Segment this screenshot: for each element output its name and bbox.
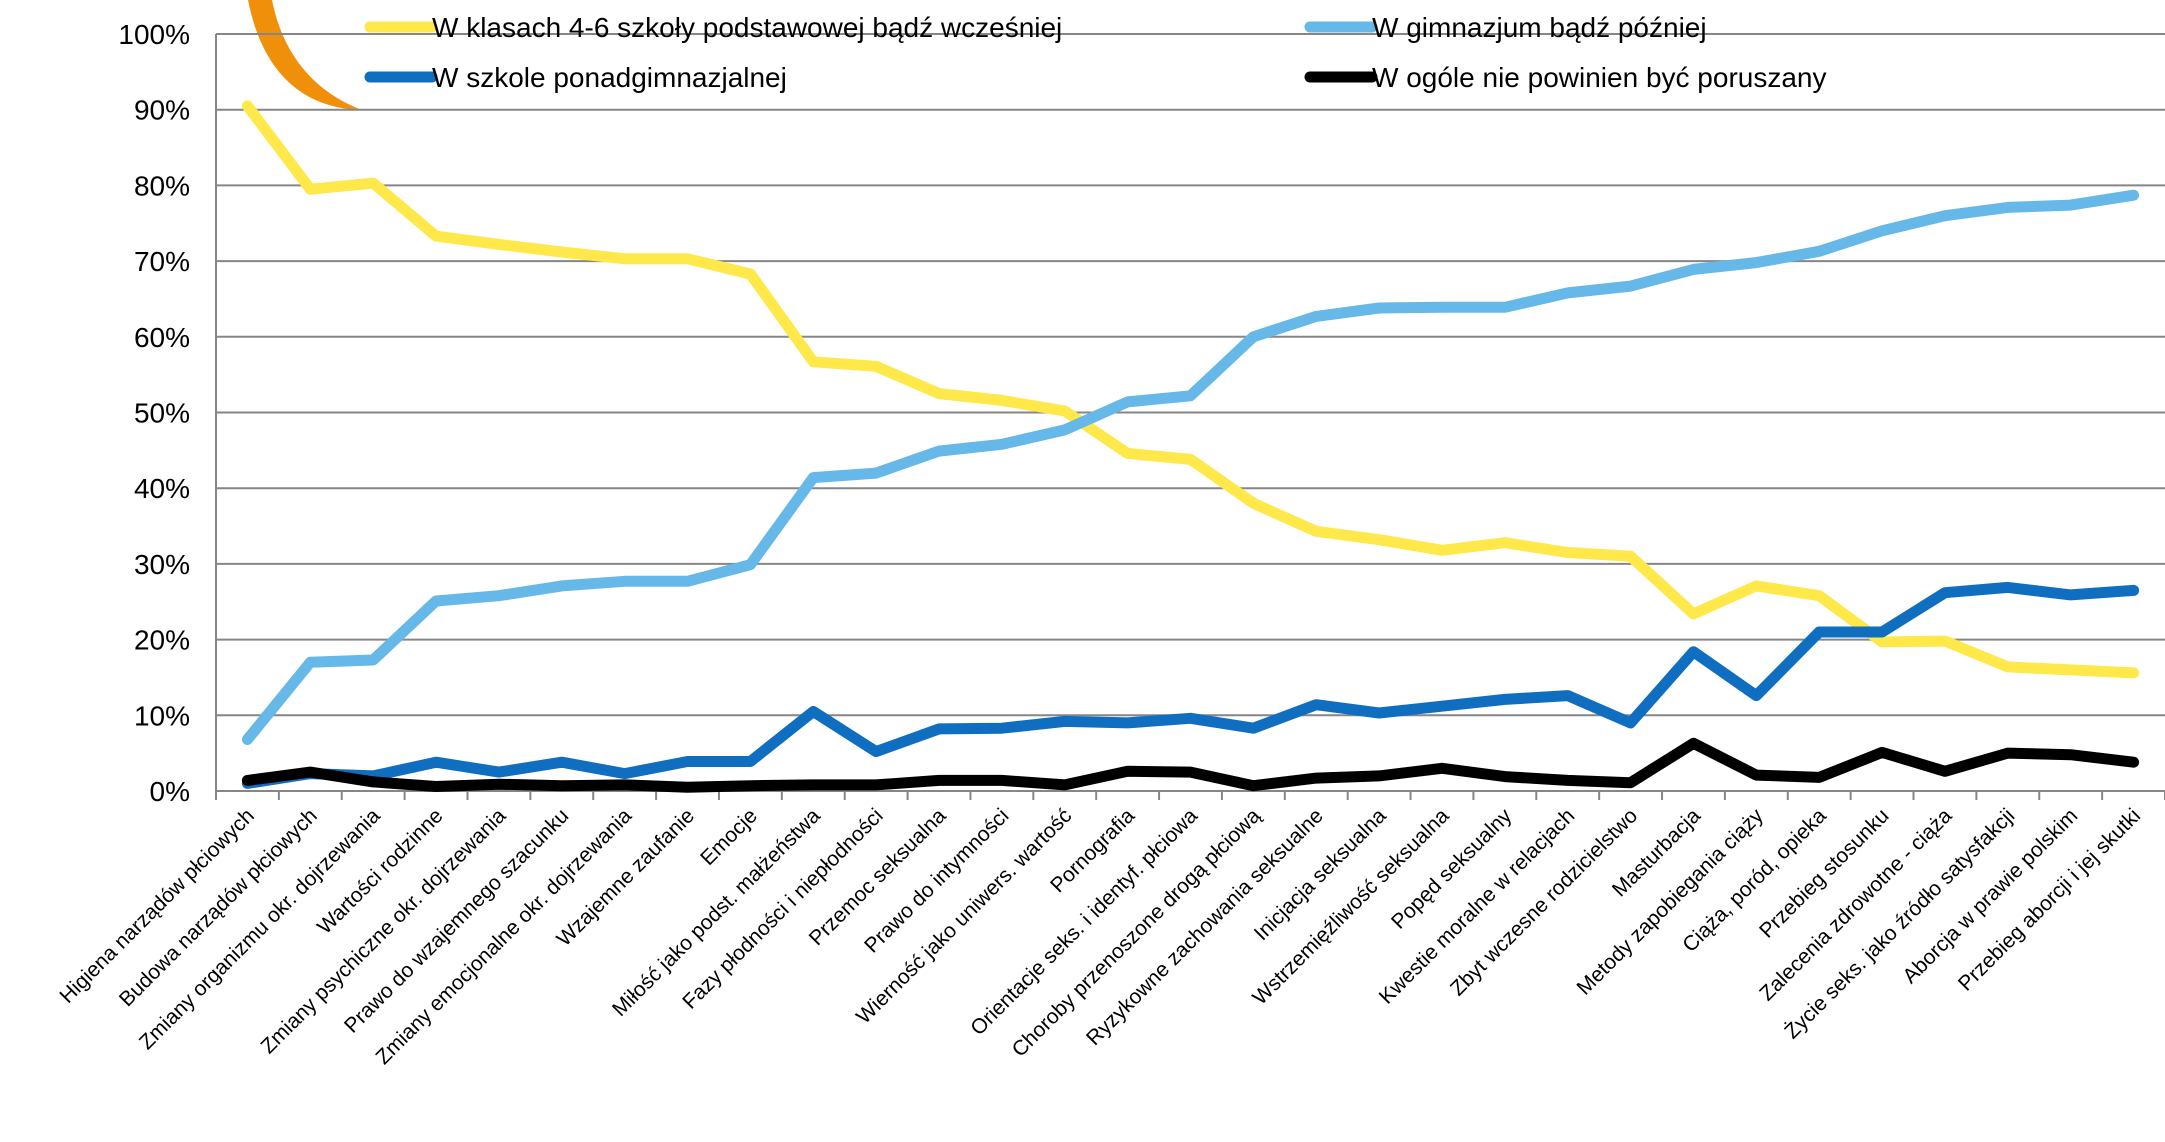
legend-label: W klasach 4-6 szkoły podstawowej bądź wc… <box>432 12 1062 43</box>
y-tick-label: 90% <box>134 95 190 126</box>
gridlines <box>216 33 2165 717</box>
y-tick-label: 0% <box>150 776 190 807</box>
series-line-1 <box>241 100 2140 679</box>
series-lines <box>241 100 2140 793</box>
x-tick-label: Ryzykowne zachowania seksualne <box>1082 804 1328 1050</box>
series-line-2 <box>241 189 2140 745</box>
y-tick-label: 60% <box>134 322 190 353</box>
y-tick-label: 40% <box>134 473 190 504</box>
y-tick-label: 30% <box>134 549 190 580</box>
y-tick-label: 70% <box>134 246 190 277</box>
y-tick-label: 80% <box>134 170 190 201</box>
series-line-4 <box>241 737 2140 793</box>
x-tick-label: Orientacje seks. i identyf. płciowa <box>966 804 1202 1040</box>
y-tick-label: 100% <box>118 19 190 50</box>
orange-crescent-logo <box>248 0 362 110</box>
y-tick-label: 20% <box>134 625 190 656</box>
legend-label: W szkole ponadgimnazjalnej <box>432 62 787 93</box>
x-tick-label: Prawo do wzajemnego szacunku <box>340 804 573 1037</box>
y-tick-label: 50% <box>134 398 190 429</box>
series-line-3 <box>241 581 2140 789</box>
legend-label: W gimnazjum bądź później <box>1372 12 1707 43</box>
legend: W klasach 4-6 szkoły podstawowej bądź wc… <box>364 12 1826 93</box>
y-tick-label: 10% <box>134 700 190 731</box>
y-axis: 0% 10% 20% 30% 40% 50% 60% 70% 80% 90% 100% <box>118 19 217 807</box>
x-tick-label: Życie seks. jako źródło satysfakcji <box>1780 804 2019 1043</box>
legend-label: W ogóle nie powinien być poruszany <box>1372 62 1826 93</box>
